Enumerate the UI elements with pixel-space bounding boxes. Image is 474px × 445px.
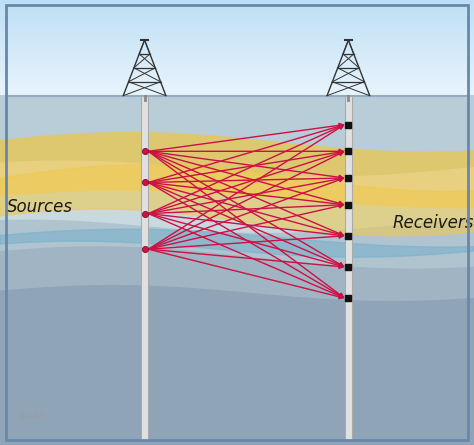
Text: shaikh: shaikh <box>19 411 46 420</box>
Bar <box>345 96 352 440</box>
Text: Sources: Sources <box>7 198 73 216</box>
Text: Receivers: Receivers <box>393 214 474 231</box>
Bar <box>141 96 148 440</box>
